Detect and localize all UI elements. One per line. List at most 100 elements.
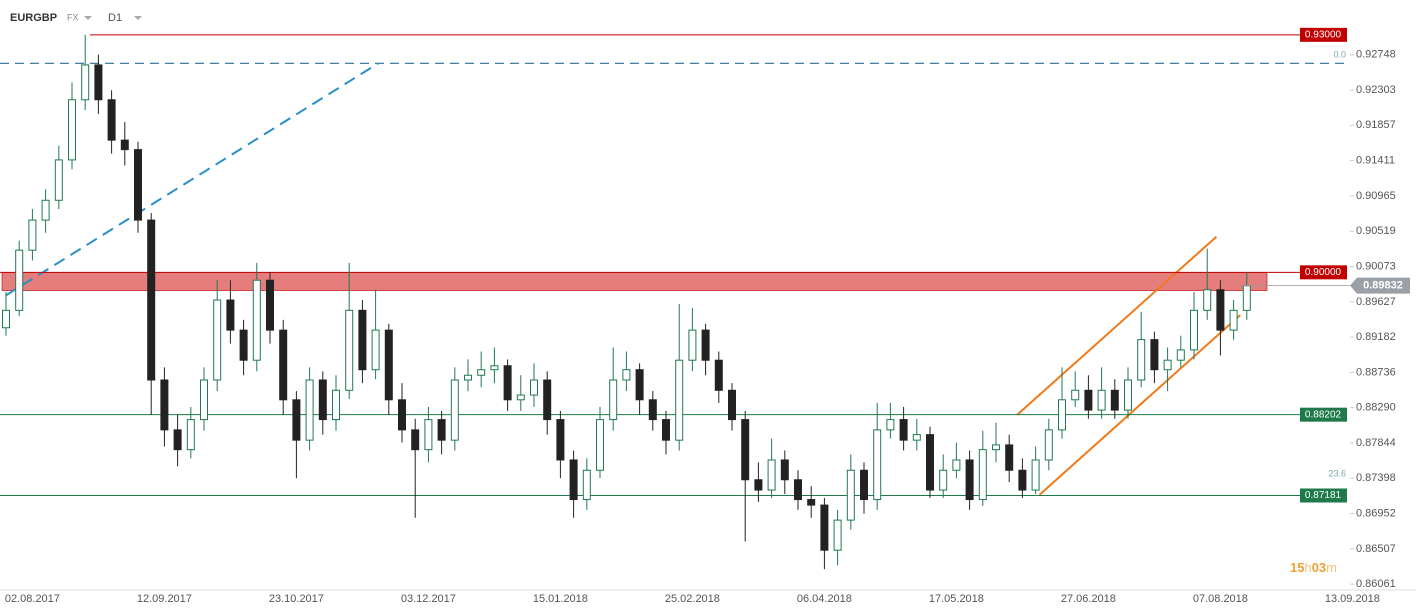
candle-body xyxy=(820,504,829,551)
candle-body xyxy=(134,149,142,221)
candle-body xyxy=(556,419,565,461)
candle-body xyxy=(28,219,37,251)
level-label: 0.88202 xyxy=(1305,409,1342,420)
candle-body xyxy=(978,449,987,501)
candle-body xyxy=(160,379,169,431)
level-label-box xyxy=(1300,27,1347,42)
candle-body xyxy=(490,365,499,371)
timer: 15h03m xyxy=(1290,560,1337,575)
interval[interactable]: D1 xyxy=(108,12,122,24)
candle-body xyxy=(1216,289,1225,331)
candle-body xyxy=(569,459,578,501)
candle-body xyxy=(41,199,50,221)
level-label: 0.93000 xyxy=(1305,29,1342,40)
candle-body xyxy=(94,64,103,101)
candle-body xyxy=(807,499,816,506)
timer-part: 03 xyxy=(1312,560,1326,575)
candle-body xyxy=(1097,389,1106,411)
candle-body xyxy=(609,379,618,421)
candle-body xyxy=(384,329,393,401)
candle-body xyxy=(648,399,657,421)
candle-body xyxy=(68,99,76,161)
symbol: EURGBP xyxy=(10,12,57,24)
candle-body xyxy=(200,379,208,421)
candle-body xyxy=(1044,429,1053,461)
candle-body xyxy=(266,279,274,331)
candle-body xyxy=(15,249,24,311)
candle-body xyxy=(728,389,736,421)
candle-body xyxy=(292,399,301,441)
candle-body xyxy=(622,369,631,381)
candle-body xyxy=(780,459,789,481)
y-tick-label: 0.91857 xyxy=(1356,119,1396,131)
candle-body xyxy=(477,369,486,376)
resistance-zone xyxy=(1,272,1268,291)
x-tick-label: 12.09.2017 xyxy=(137,593,192,605)
x-tick-label: 06.04.2018 xyxy=(797,593,852,605)
candle-body xyxy=(794,479,802,501)
candle-body xyxy=(662,419,670,441)
trendline xyxy=(1038,314,1241,496)
candle-body xyxy=(543,379,552,421)
candle-body xyxy=(186,419,195,451)
y-tick-label: 0.87844 xyxy=(1356,437,1396,449)
trendline xyxy=(5,62,379,297)
candle-body xyxy=(1071,389,1080,401)
dropdown-arrow[interactable] xyxy=(84,16,92,20)
candle-body xyxy=(107,99,116,141)
fib-label: 0.0 xyxy=(1333,50,1346,60)
y-tick-label: 0.91411 xyxy=(1356,155,1395,167)
candle-body xyxy=(398,399,406,431)
y-tick-label: 0.92303 xyxy=(1356,84,1396,96)
candle-body xyxy=(1031,459,1040,491)
candle-body xyxy=(886,419,895,431)
candle-body xyxy=(688,329,697,361)
candle-body xyxy=(912,434,921,441)
timer-part: h xyxy=(1304,560,1311,575)
candle-body xyxy=(952,459,961,471)
candle-body xyxy=(596,419,604,471)
candle-body xyxy=(173,429,182,451)
candle-body xyxy=(252,279,261,361)
candle-body xyxy=(358,309,367,371)
candle-body xyxy=(239,329,248,361)
candle-body xyxy=(899,419,908,441)
candle-body xyxy=(1124,379,1132,411)
candle-body xyxy=(424,419,433,451)
candle-body xyxy=(120,139,129,151)
current-price-label: 0.89832 xyxy=(1363,280,1403,292)
level-label: 0.87181 xyxy=(1305,490,1342,501)
candle-body xyxy=(226,299,235,331)
y-tick-label: 0.90073 xyxy=(1356,260,1396,272)
candle-body xyxy=(345,309,354,391)
candle-body xyxy=(2,309,10,329)
timer-part: m xyxy=(1326,560,1337,575)
candle-body xyxy=(279,329,288,401)
y-tick-label: 0.87398 xyxy=(1356,472,1396,484)
y-tick-label: 0.90965 xyxy=(1356,190,1396,202)
candle-body xyxy=(437,419,446,441)
timer-part: 15 xyxy=(1290,560,1304,575)
candle-body xyxy=(1110,389,1119,411)
candle-body xyxy=(1084,389,1093,411)
x-tick-label: 25.02.2018 xyxy=(665,593,720,605)
trendline xyxy=(1016,235,1218,416)
x-tick-label: 23.10.2017 xyxy=(269,593,324,605)
candle-body xyxy=(754,479,763,491)
candle-body xyxy=(1229,309,1238,331)
x-tick-label: 27.06.2018 xyxy=(1061,593,1116,605)
dropdown-arrow[interactable] xyxy=(134,16,142,20)
candle-body xyxy=(1005,444,1014,471)
y-tick-label: 0.90519 xyxy=(1356,225,1396,237)
market[interactable]: FX xyxy=(67,12,79,22)
x-tick-label: 17.05.2018 xyxy=(929,593,984,605)
candle-body xyxy=(530,379,538,396)
candle-body xyxy=(675,359,684,441)
level-label-box xyxy=(1300,265,1347,280)
x-tick-label: 13.09.2018 xyxy=(1325,593,1380,605)
candle-body xyxy=(635,369,644,401)
candle-body xyxy=(450,379,459,441)
y-tick-label: 0.86952 xyxy=(1356,508,1396,520)
candle-body xyxy=(860,469,868,501)
